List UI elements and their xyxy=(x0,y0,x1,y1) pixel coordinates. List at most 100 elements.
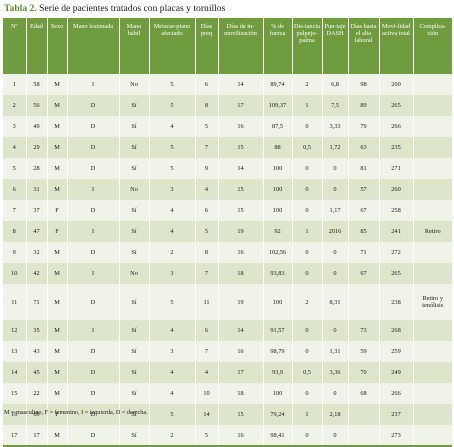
table-cell: 15 xyxy=(218,404,264,425)
table-cell: M xyxy=(47,137,68,158)
column-header: Sexo xyxy=(47,18,68,74)
column-header: % de fuerza xyxy=(263,18,293,74)
table-cell xyxy=(413,383,452,404)
table-cell: 0 xyxy=(322,320,349,341)
table-cell: 15 xyxy=(218,179,264,200)
table-cell: 45 xyxy=(26,362,48,383)
column-header: Días hasta el alta laboral xyxy=(348,18,380,74)
table-cell: I xyxy=(67,221,120,242)
table-cell: 11 xyxy=(195,284,219,320)
table-cell: 3 xyxy=(149,341,196,362)
table-cell: Sí xyxy=(119,362,150,383)
table-cell: 14 xyxy=(3,362,27,383)
table-row: 16 69 F D Sí 5 14 15 79,24 1 2,18 237 xyxy=(3,404,452,425)
table-cell: 13 xyxy=(3,341,27,362)
table-cell: 19 xyxy=(218,221,264,242)
table-cell: 6 xyxy=(3,179,27,200)
table-cell: Sí xyxy=(119,95,150,116)
table-cell: 92 xyxy=(263,221,293,242)
table-cell: 0 xyxy=(322,425,349,447)
table-cell: 5 xyxy=(195,221,219,242)
table-cell: 16 xyxy=(218,341,264,362)
table-cell: 98,41 xyxy=(263,425,293,447)
table-cell: 43 xyxy=(26,341,48,362)
table-cell: 1 xyxy=(292,404,323,425)
table-cell: 31 xyxy=(26,179,48,200)
table-cell: M xyxy=(47,158,68,179)
table-cell: 6 xyxy=(195,200,219,221)
table-cell: 17 xyxy=(3,425,27,447)
table-cell: D xyxy=(67,284,120,320)
table-cell: 15 xyxy=(218,200,264,221)
table-cell: Sí xyxy=(119,200,150,221)
table-cell: 47 xyxy=(26,221,48,242)
table-cell: 258 xyxy=(379,200,414,221)
table-cell: 87,5 xyxy=(263,116,293,137)
patients-table: Nº Edad Sexo Mano lesionada Mano hábil Metaca… xyxy=(3,18,452,447)
table-cell: D xyxy=(67,383,120,404)
table-cell xyxy=(413,404,452,425)
table-cell: 5 xyxy=(149,284,196,320)
table-cell: 7,5 xyxy=(322,95,349,116)
table-cell xyxy=(413,179,452,200)
table-cell: 1,17 xyxy=(322,200,349,221)
column-header: Mano lesionada xyxy=(67,18,120,74)
table-cell: 17 xyxy=(26,425,48,447)
table-cell: M xyxy=(47,320,68,341)
table-cell: I xyxy=(67,320,120,341)
table-cell: 4 xyxy=(149,320,196,341)
table-cell: D xyxy=(67,200,120,221)
table-cell: 0 xyxy=(292,383,323,404)
table-cell: 7 xyxy=(195,137,219,158)
table-cell: 2 xyxy=(292,74,323,95)
table-row: 15 22 M D Sí 4 10 18 100 0 0 68 266 xyxy=(3,383,452,404)
table-cell: 9 xyxy=(3,242,27,263)
table-cell: Sí xyxy=(119,341,150,362)
table-cell: 241 xyxy=(379,221,414,242)
table-cell: 259 xyxy=(379,341,414,362)
table-cell: 29 xyxy=(26,137,48,158)
table-cell: 17 xyxy=(218,95,264,116)
table-cell: 10 xyxy=(3,263,27,284)
table-cell: 0 xyxy=(292,320,323,341)
column-header: Movi-lidad activa total xyxy=(379,18,414,74)
table-cell: 14 xyxy=(195,404,219,425)
table-cell: I xyxy=(67,74,120,95)
table-cell: 3,36 xyxy=(322,362,349,383)
table-cell: 235 xyxy=(379,137,414,158)
table-cell: No xyxy=(119,263,150,284)
table-cell: 0 xyxy=(292,425,323,447)
table-cell: 100 xyxy=(263,200,293,221)
table-cell: D xyxy=(67,137,120,158)
table-cell: M xyxy=(47,263,68,284)
table-cell: 265 xyxy=(379,263,414,284)
table-cell: Sí xyxy=(119,158,150,179)
table-cell: 56 xyxy=(26,95,48,116)
table-cell: 15 xyxy=(3,383,27,404)
table-cell: 0 xyxy=(322,179,349,200)
table-cell: Sí xyxy=(119,284,150,320)
table-cell: Retiro xyxy=(413,221,452,242)
table-cell: 67 xyxy=(348,263,380,284)
table-cell: 265 xyxy=(379,95,414,116)
table-row: 14 45 M D Sí 4 4 17 93,9 0,5 3,36 70 249 xyxy=(3,362,452,383)
table-cell: No xyxy=(119,179,150,200)
table-cell: 79 xyxy=(348,116,380,137)
table-cell: 260 xyxy=(379,179,414,200)
table-cell: M xyxy=(47,362,68,383)
table-cell: 3 xyxy=(149,179,196,200)
table-cell: M xyxy=(47,284,68,320)
table-cell xyxy=(413,137,452,158)
table-cell: 4 xyxy=(195,362,219,383)
table-cell: 5 xyxy=(149,95,196,116)
table-cell: 5 xyxy=(195,425,219,447)
table-cell: Sí xyxy=(119,383,150,404)
table-cell: 63 xyxy=(348,137,380,158)
table-cell: No xyxy=(119,74,150,95)
table-cell: M xyxy=(47,383,68,404)
table-cell: M xyxy=(47,425,68,447)
table-cell: 16 xyxy=(218,425,264,447)
table-cell: 1,72 xyxy=(322,137,349,158)
table-cell: 2 xyxy=(3,95,27,116)
table-cell: 16 xyxy=(3,404,27,425)
